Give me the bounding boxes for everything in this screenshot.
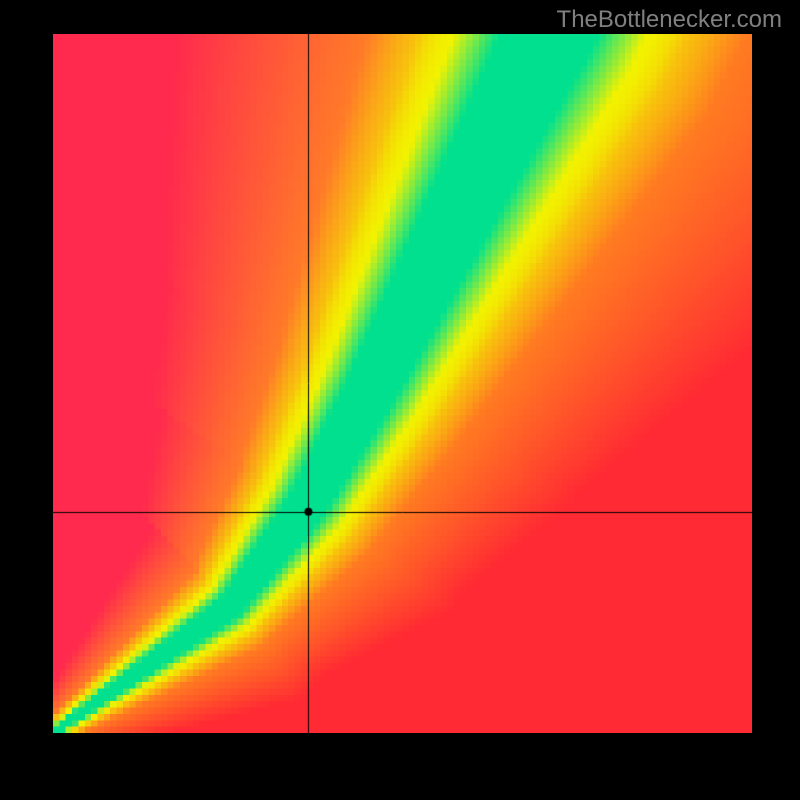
chart-container: TheBottlenecker.com: [0, 0, 800, 800]
crosshair-overlay: [53, 34, 752, 733]
watermark-text: TheBottlenecker.com: [557, 6, 782, 34]
